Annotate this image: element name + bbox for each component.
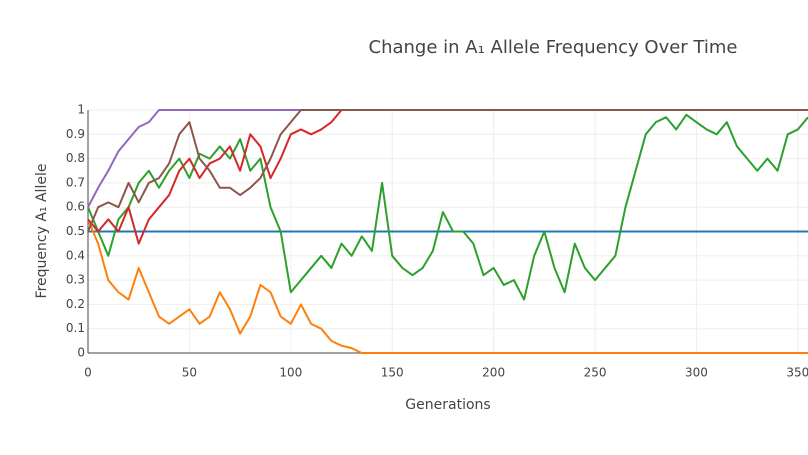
x-axis-label: Generations: [405, 397, 490, 413]
y-tick-label: 0.1: [66, 321, 85, 335]
x-tick-label: 350: [786, 366, 808, 380]
x-tick-label: 150: [381, 366, 404, 380]
x-tick-label: 250: [584, 366, 607, 380]
y-axis-label: Frequency A₁ Allele: [34, 164, 50, 299]
y-tick-label: 0.5: [66, 224, 85, 238]
y-tick-label: 0.9: [66, 127, 85, 141]
x-tick-label: 300: [685, 366, 708, 380]
y-tick-label: 0.2: [66, 297, 85, 311]
x-tick-label: 100: [279, 366, 302, 380]
y-tick-label: 0.7: [66, 175, 85, 189]
series-line: [87, 218, 808, 354]
series-line: [87, 113, 808, 301]
y-tick-label: 0: [77, 346, 85, 360]
y-tick-label: 0.8: [66, 151, 85, 165]
x-tick-label: 0: [84, 366, 92, 380]
y-tick-label: 0.4: [66, 248, 85, 262]
x-tick-label: 200: [482, 366, 505, 380]
y-tick-label: 0.3: [66, 273, 85, 287]
y-tick-label: 1: [77, 103, 85, 117]
x-tick-label: 50: [182, 366, 197, 380]
y-tick-label: 0.6: [66, 200, 85, 214]
series-line: [87, 109, 808, 232]
chart-title: Change in A₁ Allele Frequency Over Time: [369, 37, 738, 58]
